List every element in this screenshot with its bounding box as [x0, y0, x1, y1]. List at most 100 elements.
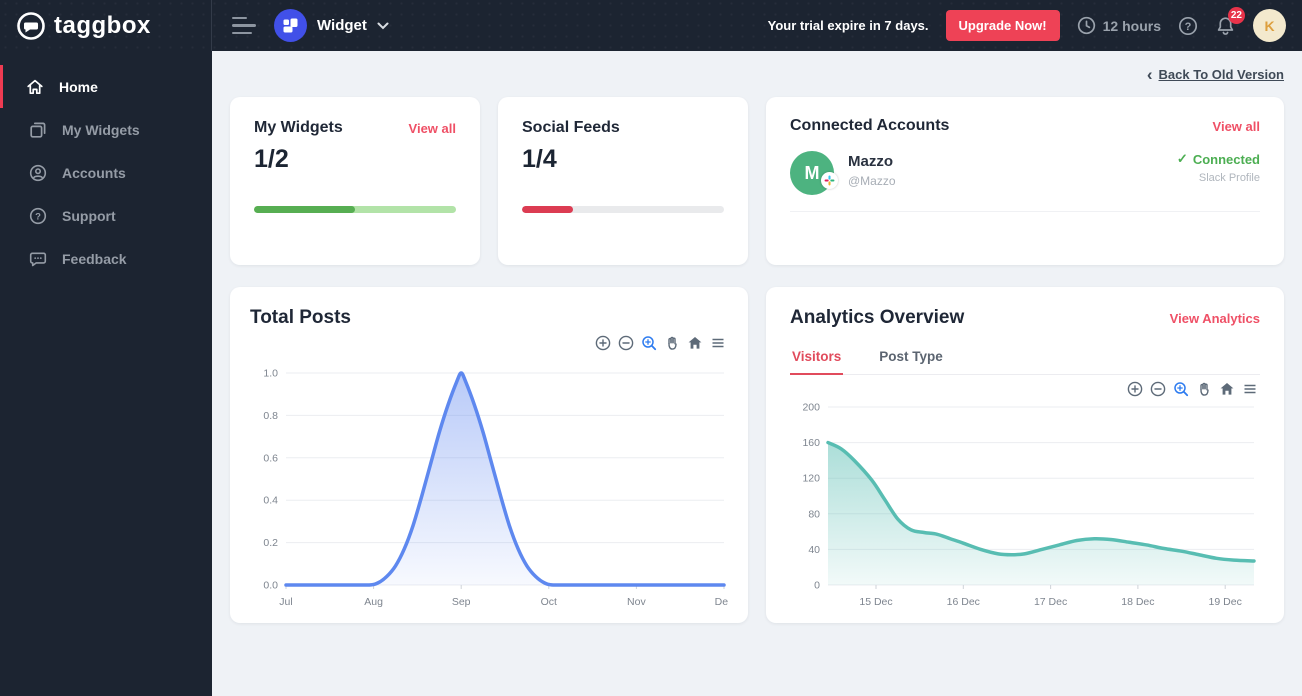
sidebar-item-accounts[interactable]: Accounts: [0, 151, 212, 194]
svg-text:?: ?: [1185, 21, 1192, 33]
analytics-overview-card: Analytics Overview View Analytics Visito…: [766, 287, 1284, 623]
svg-text:80: 80: [808, 508, 820, 520]
card-title: Connected Accounts: [790, 117, 950, 134]
card-title: Total Posts: [250, 307, 351, 328]
user-avatar[interactable]: K: [1253, 9, 1286, 42]
tab-visitors[interactable]: Visitors: [790, 345, 844, 375]
sidebar-item-label: My Widgets: [62, 121, 140, 138]
pan-icon[interactable]: [664, 335, 680, 351]
support-icon: ?: [29, 207, 47, 224]
svg-text:120: 120: [802, 473, 820, 485]
sidebar-item-label: Feedback: [62, 250, 127, 267]
zoom-in-icon[interactable]: [595, 335, 611, 351]
view-analytics-link[interactable]: View Analytics: [1169, 310, 1260, 326]
svg-text:200: 200: [802, 402, 820, 414]
sidebar-toggle-icon[interactable]: [232, 13, 256, 39]
total-posts-card: Total Posts 0.0 0.2 0.4 0.6 0.8 1.0 Jul Aug Sep O…: [230, 287, 748, 623]
widget-switcher[interactable]: Widget: [274, 9, 389, 42]
plot-menu-icon[interactable]: [1242, 381, 1258, 397]
feeds-progress-fill: [522, 206, 573, 213]
chevron-down-icon: [377, 22, 389, 29]
analytics-tabs: Visitors Post Type: [790, 345, 1260, 375]
visitors-chart: 0 40 80 120 160 200 15 Dec 16 Dec 17 Dec 18 Dec 19…: [802, 402, 1256, 608]
view-all-widgets-link[interactable]: View all: [408, 120, 456, 136]
my-widgets-card: My Widgets View all 1/2: [230, 97, 480, 265]
sidebar-item-feedback[interactable]: Feedback: [0, 237, 212, 280]
zoom-out-icon[interactable]: [1150, 381, 1166, 397]
svg-text:Oct: Oct: [541, 596, 557, 608]
svg-text:0.2: 0.2: [263, 537, 278, 549]
widget-grid-icon: [274, 9, 307, 42]
trial-hours-left: 12 hours: [1077, 16, 1161, 35]
hours-left-label: 12 hours: [1102, 17, 1161, 34]
header-content: Widget Your trial expire in 7 days. Upgr…: [212, 0, 1302, 51]
chevron-left-icon: ‹: [1146, 64, 1153, 84]
svg-text:16 Dec: 16 Dec: [947, 596, 980, 608]
svg-text:19 Dec: 19 Dec: [1209, 596, 1242, 608]
svg-text:1.0: 1.0: [263, 368, 278, 380]
svg-text:40: 40: [808, 544, 820, 556]
total-posts-chart: 0.0 0.2 0.4 0.6 0.8 1.0 Jul Aug Sep Oct Nov Dec: [263, 368, 728, 609]
account-name: Mazzo: [848, 153, 893, 170]
sidebar-item-my-widgets[interactable]: My Widgets: [0, 108, 212, 151]
widgets-count: 1/2: [254, 145, 289, 173]
sidebar-item-label: Support: [62, 207, 116, 224]
upgrade-now-button[interactable]: Upgrade Now!: [945, 10, 1060, 41]
widgets-progress-fill: [254, 206, 355, 213]
account-handle: @Mazzo: [848, 174, 896, 188]
card-title: Analytics Overview: [790, 307, 965, 328]
svg-text:0.8: 0.8: [263, 410, 278, 422]
svg-text:Jul: Jul: [279, 596, 292, 608]
top-bar: taggbox Widget: [0, 0, 1302, 51]
reset-home-icon[interactable]: [687, 335, 703, 351]
account-type-label: Slack Profile: [1198, 172, 1260, 184]
feeds-progress-bar: [522, 206, 724, 213]
widgets-icon: [30, 122, 46, 138]
svg-text:Nov: Nov: [627, 596, 646, 608]
tab-post-type[interactable]: Post Type: [879, 349, 943, 364]
feeds-count: 1/4: [522, 145, 557, 173]
notification-count-badge: 22: [1227, 6, 1245, 24]
svg-text:Aug: Aug: [364, 596, 383, 608]
plot-toolbar: [250, 335, 726, 351]
zoom-in-icon[interactable]: [1127, 381, 1143, 397]
view-all-accounts-link[interactable]: View all: [1212, 118, 1260, 134]
sidebar-item-home[interactable]: Home: [0, 65, 212, 108]
svg-text:0: 0: [814, 580, 820, 592]
help-button[interactable]: ?: [1178, 16, 1198, 36]
home-icon: [27, 79, 43, 94]
svg-text:0.0: 0.0: [263, 580, 278, 592]
main-content: ‹ Back To Old Version My Widgets View al…: [212, 51, 1302, 696]
card-title: My Widgets: [254, 119, 343, 136]
taggbox-logo[interactable]: taggbox: [0, 0, 212, 51]
social-feeds-card: Social Feeds 1/4: [498, 97, 748, 265]
widgets-progress-bar: [254, 206, 456, 213]
reset-home-icon[interactable]: [1219, 381, 1235, 397]
zoom-select-icon[interactable]: [1173, 381, 1189, 397]
widget-switcher-label: Widget: [317, 17, 367, 34]
card-title: Social Feeds: [522, 119, 620, 136]
trial-notice: Your trial expire in 7 days.: [767, 18, 929, 33]
feedback-icon: [29, 252, 47, 266]
svg-text:17 Dec: 17 Dec: [1034, 596, 1067, 608]
connected-accounts-card: Connected Accounts View all M: [766, 97, 1284, 265]
sidebar-item-label: Home: [59, 78, 98, 95]
account-row[interactable]: M Mazzo @Mazzo: [790, 151, 1260, 212]
taggbox-logo-icon: [17, 11, 45, 40]
pan-icon[interactable]: [1196, 381, 1212, 397]
svg-text:Dec: Dec: [715, 596, 728, 608]
check-icon: ✓: [1176, 151, 1188, 166]
notifications-button[interactable]: 22: [1215, 6, 1245, 37]
clock-icon: [1077, 16, 1095, 35]
sidebar-item-label: Accounts: [62, 164, 126, 181]
back-to-old-version-link[interactable]: ‹ Back To Old Version: [1146, 64, 1284, 84]
sidebar-item-support[interactable]: ? Support: [0, 194, 212, 237]
plot-menu-icon[interactable]: [710, 335, 726, 351]
svg-text:?: ?: [35, 211, 41, 222]
sidebar: Home My Widgets Accounts ? Support: [0, 51, 212, 696]
zoom-select-icon[interactable]: [641, 335, 657, 351]
zoom-out-icon[interactable]: [618, 335, 634, 351]
help-icon: ?: [1178, 16, 1198, 35]
connected-status-badge: ✓ Connected: [1176, 151, 1260, 167]
